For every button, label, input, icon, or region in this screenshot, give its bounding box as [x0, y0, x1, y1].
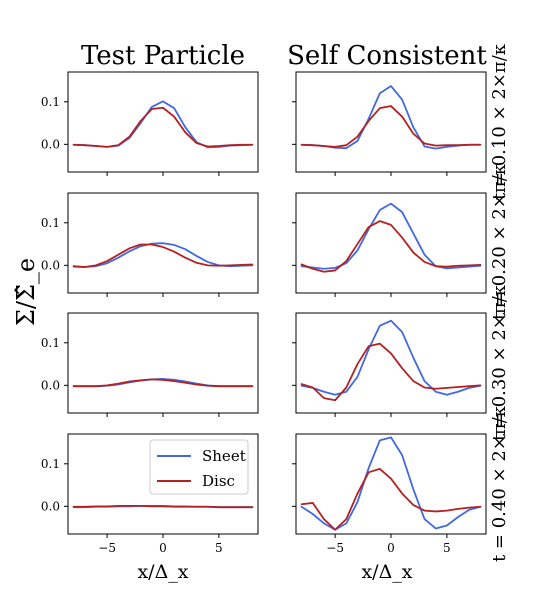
legend: Sheet Disc [149, 439, 249, 495]
series-disc-line-r2-sc [300, 220, 482, 273]
col-title-test-particle: Test Particle [81, 41, 245, 71]
x-tick-label-r4-sc-2: 5 [443, 541, 451, 555]
panel-r2-tp: 0.0 0.1 [41, 192, 259, 297]
x-tick-label-r4-tp-0: −5 [98, 541, 116, 555]
series-sheet-line-r4-sc [300, 436, 482, 531]
panel-r4-sc: −5 0 5 [292, 433, 487, 555]
panel-r1-tp: 0.0 0.1 [41, 71, 259, 176]
y-tick-label-r2-tp-0: 0.0 [41, 258, 60, 272]
row-label-1: t = 0.10 × 2×π/κ [489, 43, 510, 200]
panel-r1-sc [292, 71, 487, 176]
x-tick-label-r4-tp-2: 5 [215, 541, 223, 555]
y-tick-label-r3-tp-0: 0.0 [41, 378, 60, 392]
panels-group: 0.0 0.1 0.0 0.1 0.0 0.1 0.0 0.1 −5 0 5 −5 0 5 [41, 71, 487, 555]
x-tick-label-r4-tp-1: 0 [159, 541, 167, 555]
series-disc-line-r3-sc [300, 342, 482, 402]
x-tick-label-r4-sc-0: −5 [326, 541, 344, 555]
row-label-2: t = 0.20 × 2×π/κ [489, 163, 510, 320]
legend-disc-label: Disc [202, 472, 235, 490]
y-tick-label-r1-tp-1: 0.1 [41, 95, 60, 109]
series-disc-line-r1-tp [72, 106, 254, 148]
row-label-4: t = 0.40 × 2×π/κ [489, 405, 510, 562]
series-sheet-line-r2-sc [300, 202, 482, 270]
series-sheet-line-r3-sc [300, 319, 482, 396]
axes-frame-r2-sc [295, 192, 487, 294]
y-tick-label-r4-tp-1: 0.1 [41, 457, 60, 471]
x-axis-label-left: x/Δ_x [137, 561, 188, 583]
series-sheet-line-r1-sc [300, 85, 482, 150]
x-axis-label-right: x/Δ_x [361, 561, 412, 583]
col-title-self-consistent: Self Consistent [287, 41, 487, 71]
panel-r3-tp: 0.0 0.1 [41, 312, 259, 417]
y-axis-label: Σ/Σ̂_e [12, 258, 40, 326]
legend-sheet-label: Sheet [202, 447, 246, 465]
y-tick-label-r1-tp-0: 0.0 [41, 137, 60, 151]
panel-r4-tp: 0.0 0.1 −5 0 5 [41, 433, 259, 555]
axes-frame-r3-tp [67, 312, 259, 414]
panel-r3-sc [292, 312, 487, 417]
series-disc-line-r4-sc [300, 467, 482, 531]
series-disc-line-r1-sc [300, 105, 482, 148]
x-tick-label-r4-sc-1: 0 [387, 541, 395, 555]
series-disc-line-r3-tp [72, 378, 254, 388]
y-tick-label-r4-tp-0: 0.0 [41, 499, 60, 513]
panel-r2-sc [292, 192, 487, 297]
y-tick-label-r2-tp-1: 0.1 [41, 216, 60, 230]
axes-frame-r1-tp [67, 71, 259, 173]
row-label-3: t = 0.30 × 2×π/κ [489, 284, 510, 441]
series-disc-line-r4-tp [72, 505, 254, 509]
series-disc-line-r2-tp [72, 243, 254, 268]
y-tick-label-r3-tp-1: 0.1 [41, 336, 60, 350]
